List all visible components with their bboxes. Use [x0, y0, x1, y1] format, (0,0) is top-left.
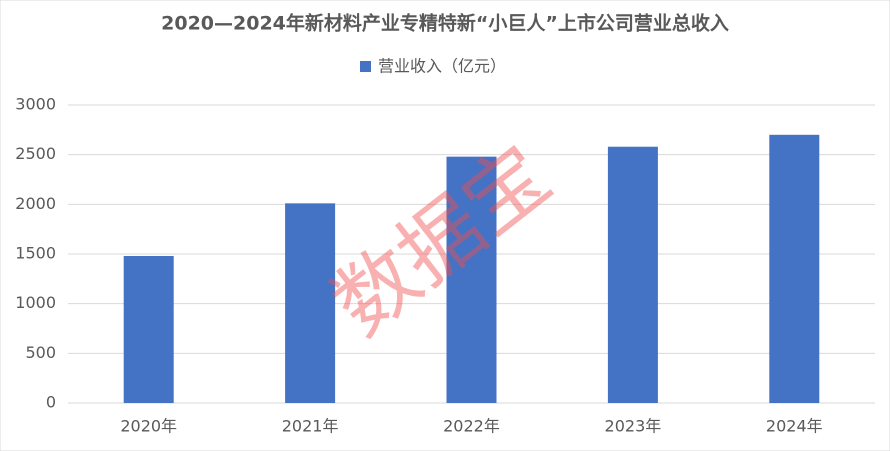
x-tick-label: 2022年 [443, 417, 500, 436]
y-tick-label: 1500 [15, 244, 56, 263]
y-tick-label: 1000 [15, 293, 56, 312]
y-tick-label: 2500 [15, 144, 56, 163]
x-tick-label: 2023年 [605, 417, 662, 436]
bar [446, 156, 497, 403]
x-tick-label: 2020年 [120, 417, 177, 436]
bar [607, 146, 658, 403]
bar [285, 203, 336, 403]
legend-swatch [360, 61, 371, 72]
chart-title: 2020—2024年新材料产业专精特新“小巨人”上市公司营业总收入 [161, 12, 729, 35]
x-tick-label: 2021年 [282, 417, 339, 436]
y-tick-label: 0 [46, 393, 56, 412]
bar [769, 134, 820, 404]
y-tick-label: 500 [25, 343, 56, 362]
y-tick-label: 2000 [15, 194, 56, 213]
bar [123, 255, 174, 403]
legend-label: 营业收入（亿元） [378, 57, 506, 76]
x-tick-label: 2024年 [766, 417, 823, 436]
y-tick-label: 3000 [15, 95, 56, 114]
